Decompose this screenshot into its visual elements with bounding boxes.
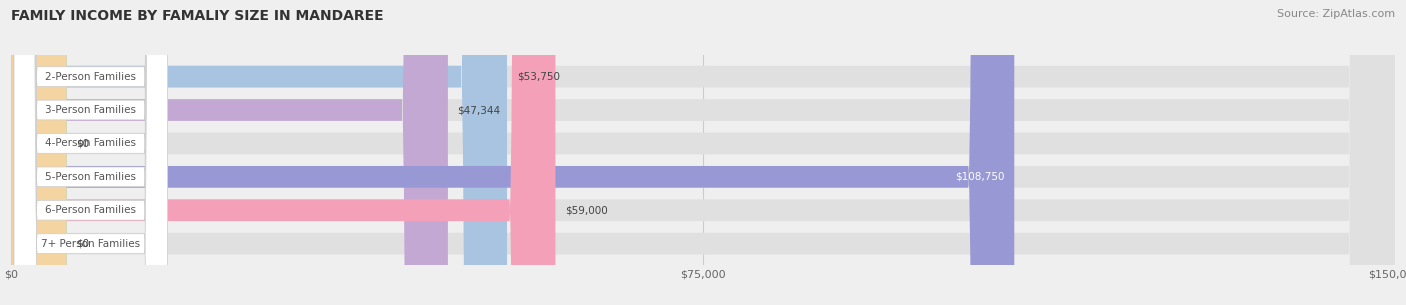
FancyBboxPatch shape — [11, 0, 1395, 305]
FancyBboxPatch shape — [11, 0, 66, 305]
Text: $0: $0 — [76, 138, 90, 149]
Text: $0: $0 — [76, 239, 90, 249]
FancyBboxPatch shape — [11, 0, 1014, 305]
FancyBboxPatch shape — [14, 0, 167, 305]
FancyBboxPatch shape — [11, 0, 1395, 305]
Text: $47,344: $47,344 — [457, 105, 501, 115]
FancyBboxPatch shape — [11, 0, 1395, 305]
FancyBboxPatch shape — [11, 0, 508, 305]
FancyBboxPatch shape — [14, 0, 167, 305]
Text: 6-Person Families: 6-Person Families — [45, 205, 136, 215]
FancyBboxPatch shape — [11, 0, 1395, 305]
Text: FAMILY INCOME BY FAMALIY SIZE IN MANDAREE: FAMILY INCOME BY FAMALIY SIZE IN MANDARE… — [11, 9, 384, 23]
FancyBboxPatch shape — [14, 0, 167, 305]
Text: Source: ZipAtlas.com: Source: ZipAtlas.com — [1277, 9, 1395, 19]
FancyBboxPatch shape — [14, 0, 167, 305]
FancyBboxPatch shape — [11, 0, 1395, 305]
FancyBboxPatch shape — [11, 0, 66, 305]
Text: 3-Person Families: 3-Person Families — [45, 105, 136, 115]
Text: $53,750: $53,750 — [516, 72, 560, 82]
FancyBboxPatch shape — [14, 0, 167, 305]
FancyBboxPatch shape — [11, 0, 555, 305]
FancyBboxPatch shape — [11, 0, 1395, 305]
Text: 7+ Person Families: 7+ Person Families — [41, 239, 141, 249]
Text: 4-Person Families: 4-Person Families — [45, 138, 136, 149]
FancyBboxPatch shape — [11, 0, 449, 305]
Text: $59,000: $59,000 — [565, 205, 607, 215]
Text: $108,750: $108,750 — [955, 172, 1005, 182]
Text: 5-Person Families: 5-Person Families — [45, 172, 136, 182]
Text: 2-Person Families: 2-Person Families — [45, 72, 136, 82]
FancyBboxPatch shape — [14, 0, 167, 305]
